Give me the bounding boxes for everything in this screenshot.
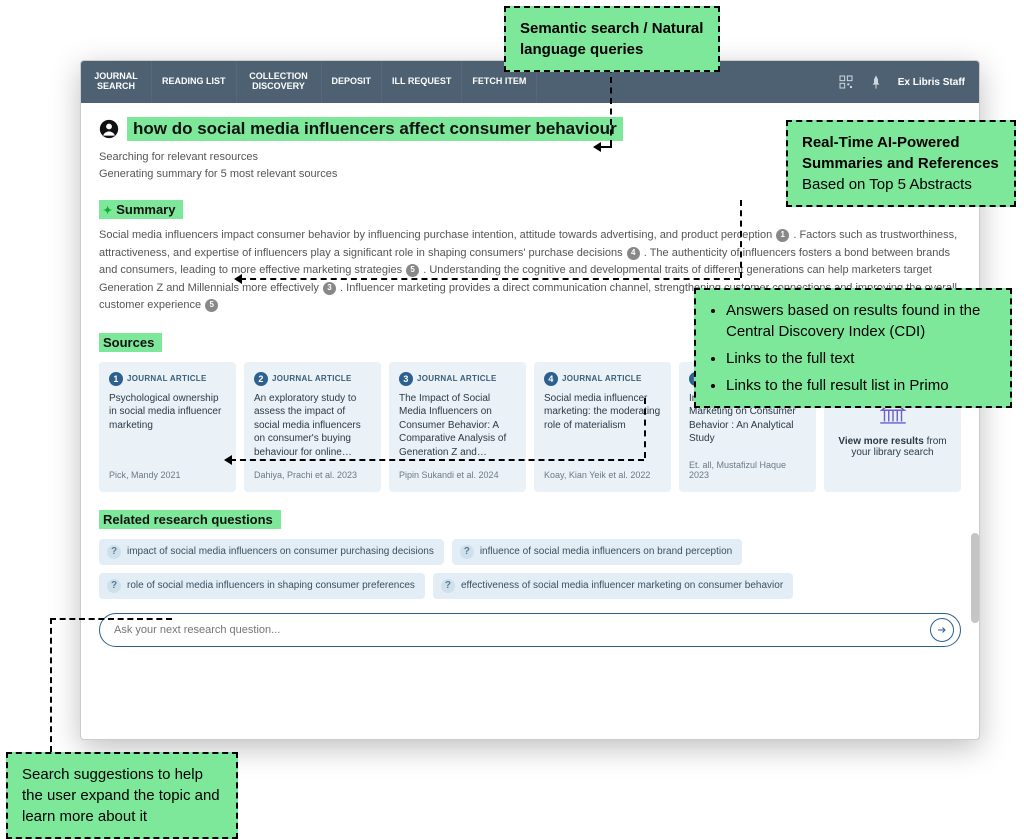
scrollbar-thumb[interactable]: [971, 533, 979, 623]
related-chip-3[interactable]: ?role of social media influencers in sha…: [99, 573, 425, 599]
callout-realtime-l1: Real-Time AI-Powered: [802, 132, 1000, 153]
callout-realtime-l3: Based on Top 5 Abstracts: [802, 174, 1000, 195]
summary-heading: Summary: [99, 200, 183, 219]
callout-suggestions-l2: the user expand the topic and: [22, 785, 222, 806]
citation-1[interactable]: 1: [776, 229, 789, 242]
question-icon: ?: [107, 545, 121, 559]
nav-journal-search[interactable]: JOURNAL SEARCH: [81, 61, 152, 103]
nav-collection-discovery[interactable]: COLLECTION DISCOVERY: [237, 61, 322, 103]
callout-answers-b3: Links to the full result list in Primo: [726, 375, 996, 396]
callout-suggestions-l3: learn more about it: [22, 806, 222, 827]
staff-label[interactable]: Ex Libris Staff: [898, 77, 965, 88]
related-chip-1[interactable]: ?impact of social media influencers on c…: [99, 539, 444, 565]
callout-semantic: Semantic search / Natural language queri…: [520, 20, 703, 58]
nav-reading-list[interactable]: READING LIST: [152, 61, 237, 103]
arrow-right-icon: [936, 624, 948, 636]
related-chip-2[interactable]: ?influence of social media influencers o…: [452, 539, 742, 565]
ask-input[interactable]: [114, 624, 930, 636]
callout-answers-b1: Answers based on results found in the Ce…: [726, 300, 996, 342]
qr-icon[interactable]: [838, 74, 854, 90]
source-card-3[interactable]: 3JOURNAL ARTICLE The Impact of Social Me…: [389, 362, 526, 492]
citation-3[interactable]: 3: [323, 282, 336, 295]
nav-ill-request[interactable]: ILL REQUEST: [382, 61, 462, 103]
related-chip-4[interactable]: ?effectiveness of social media influence…: [433, 573, 793, 599]
user-icon: [99, 119, 119, 139]
source-card-1[interactable]: 1JOURNAL ARTICLE Psychological ownership…: [99, 362, 236, 492]
question-icon: ?: [460, 545, 474, 559]
related-heading: Related research questions: [99, 510, 281, 529]
nav-deposit[interactable]: DEPOSIT: [322, 61, 383, 103]
query-text: how do social media influencers affect c…: [127, 117, 623, 141]
citation-5b[interactable]: 5: [205, 299, 218, 312]
citation-4[interactable]: 4: [627, 247, 640, 260]
citation-5a[interactable]: 5: [406, 264, 419, 277]
submit-button[interactable]: [930, 618, 954, 642]
callout-realtime-l2: Summaries and References: [802, 153, 1000, 174]
sources-heading: Sources: [99, 333, 162, 352]
callout-suggestions-l1: Search suggestions to help: [22, 764, 222, 785]
question-icon: ?: [107, 579, 121, 593]
source-card-2[interactable]: 2JOURNAL ARTICLE An exploratory study to…: [244, 362, 381, 492]
ask-input-bar: [99, 613, 961, 647]
question-icon: ?: [441, 579, 455, 593]
source-card-4[interactable]: 4JOURNAL ARTICLE Social media influencer…: [534, 362, 671, 492]
callout-answers-b2: Links to the full text: [726, 348, 996, 369]
pin-icon[interactable]: [868, 74, 884, 90]
